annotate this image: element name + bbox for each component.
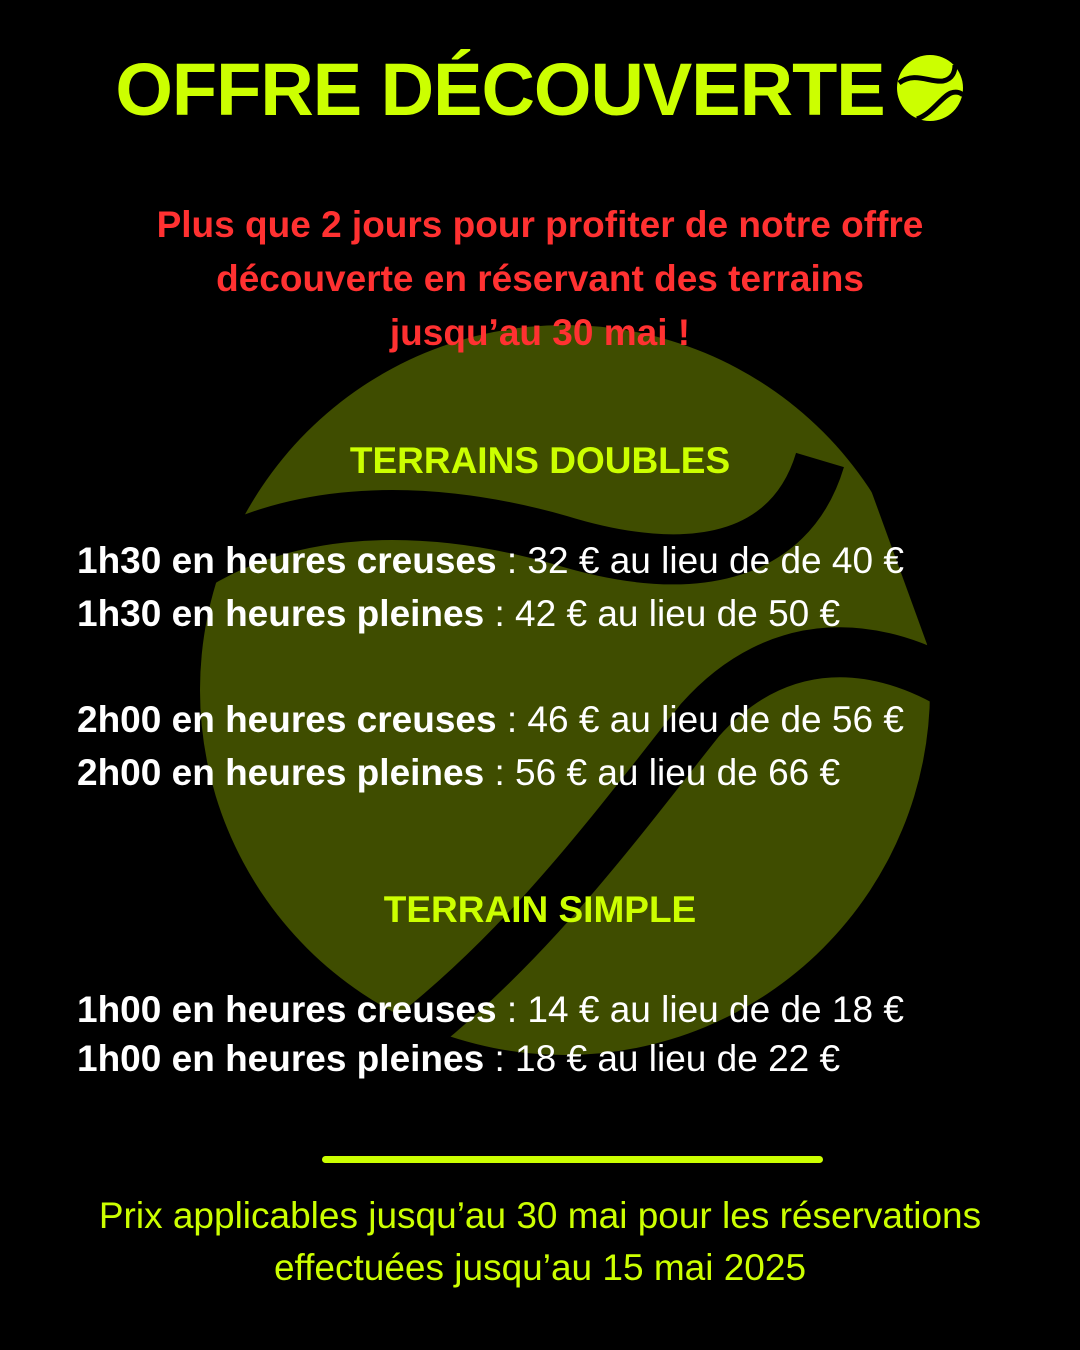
page-title: OFFRE DÉCOUVERTE (0, 48, 1080, 132)
price-line: 1h30 en heures creuses : 32 € au lieu de… (77, 540, 904, 581)
price-line: 2h00 en heures creuses : 46 € au lieu de… (77, 699, 904, 740)
tennis-ball-icon (896, 55, 965, 122)
intro-text: Plus que 2 jours pour profiter de notre … (156, 204, 924, 353)
divider (322, 1156, 823, 1163)
price-line: 1h00 en heures pleines : 18 € au lieu de… (77, 1038, 841, 1079)
section-heading: TERRAIN SIMPLE (383, 889, 697, 930)
price-line: 2h00 en heures pleines : 56 € au lieu de… (77, 752, 841, 793)
footer-note: Prix applicables jusqu’au 30 mai pour le… (98, 1195, 982, 1288)
price-line: 1h30 en heures pleines : 42 € au lieu de… (77, 593, 841, 634)
price-line: 1h00 en heures creuses : 14 € au lieu de… (77, 989, 904, 1030)
section-heading: TERRAINS DOUBLES (349, 440, 731, 481)
